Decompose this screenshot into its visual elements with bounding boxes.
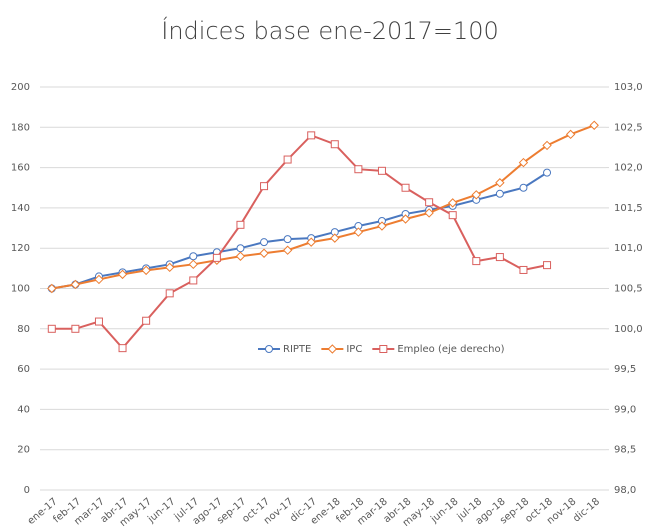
data-point (519, 183, 528, 192)
data-point (543, 261, 552, 270)
chart-title: Índices base ene-2017=100 (161, 16, 499, 45)
data-point (259, 248, 269, 258)
x-tick-label: dic-18 (571, 496, 602, 524)
data-point (118, 344, 127, 353)
data-point (165, 262, 175, 273)
data-point (94, 274, 104, 285)
series-line (51, 134, 548, 350)
y-tick-label: 80 (17, 324, 30, 335)
data-point (70, 279, 81, 290)
y2-tick-label: 100,0 (614, 324, 643, 335)
data-point (448, 211, 457, 220)
y2-tick-label: 98,0 (614, 485, 636, 496)
y2-tick-label: 100,5 (614, 284, 643, 295)
y-tick-label: 160 (11, 163, 30, 174)
data-point (235, 251, 246, 261)
data-point (519, 265, 528, 274)
y2-tick-label: 101,0 (614, 243, 643, 254)
y2-tick-label: 102,5 (614, 122, 643, 133)
data-point (330, 140, 339, 149)
data-point (236, 244, 245, 253)
y2-tick-label: 98,5 (614, 445, 636, 456)
data-point (165, 289, 174, 298)
data-point (330, 233, 340, 243)
legend-marker (265, 345, 273, 353)
data-point (47, 283, 57, 294)
data-point (141, 265, 151, 276)
data-point (377, 221, 387, 231)
data-point (448, 198, 458, 208)
data-point (260, 182, 269, 191)
data-point (542, 140, 552, 151)
data-point (425, 198, 434, 207)
data-point (424, 208, 434, 218)
y2-tick-label: 101,5 (614, 203, 643, 214)
y-tick-label: 100 (11, 284, 30, 295)
legend-label: RIPTE (283, 344, 311, 355)
data-point (188, 259, 198, 270)
legend-label: Empleo (eje derecho) (397, 344, 504, 355)
data-point (283, 155, 292, 164)
data-point (472, 257, 481, 266)
data-point (260, 238, 269, 247)
y-tick-label: 0 (24, 485, 30, 496)
y2-tick-label: 102,0 (614, 163, 643, 174)
data-point (306, 237, 316, 247)
data-point (495, 178, 505, 188)
data-point (71, 324, 80, 333)
data-point (236, 220, 245, 229)
y-tick-label: 20 (17, 445, 30, 456)
data-point (471, 190, 481, 200)
data-point (354, 165, 363, 174)
x-tick-label: ene-17 (26, 496, 60, 527)
y-tick-label: 120 (11, 243, 30, 254)
data-point (518, 157, 529, 168)
data-point (117, 269, 128, 280)
data-point (400, 214, 411, 224)
data-point (189, 276, 198, 285)
data-point (495, 253, 504, 262)
data-point (565, 129, 576, 140)
data-point (142, 316, 151, 325)
y-tick-label: 140 (11, 203, 30, 214)
data-point (282, 245, 293, 255)
legend-label: IPC (346, 344, 362, 355)
data-point (94, 317, 103, 326)
y2-tick-label: 99,0 (614, 404, 636, 415)
data-point (283, 235, 292, 244)
y2-tick-label: 99,5 (614, 364, 636, 375)
data-point (47, 324, 56, 333)
legend-marker (327, 344, 338, 354)
data-point (189, 252, 198, 261)
data-point (377, 166, 386, 175)
y2-tick-label: 103,0 (614, 82, 643, 93)
data-point (543, 168, 552, 177)
data-point (401, 183, 410, 192)
data-point (353, 227, 364, 237)
y-tick-label: 200 (11, 82, 30, 93)
data-point (212, 253, 221, 262)
legend-marker (379, 345, 388, 353)
series-line (51, 171, 548, 290)
data-point (307, 131, 316, 140)
data-point (589, 120, 599, 130)
y-tick-label: 60 (17, 364, 30, 375)
y-tick-label: 180 (11, 122, 30, 133)
data-point (495, 189, 504, 198)
y-tick-label: 40 (17, 404, 30, 415)
